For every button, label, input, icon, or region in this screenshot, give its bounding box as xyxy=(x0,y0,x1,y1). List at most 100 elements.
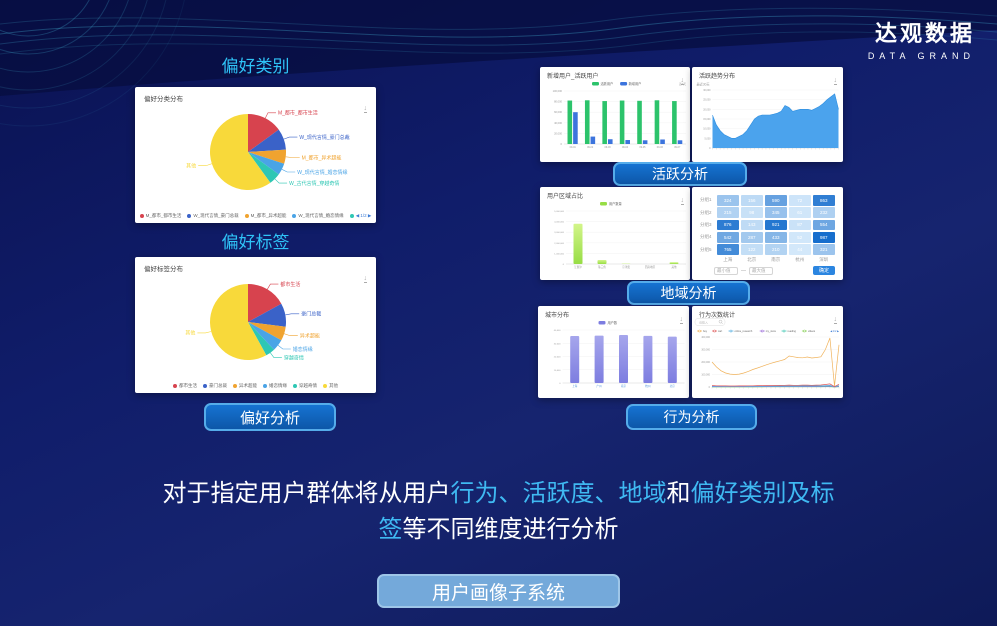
svg-text:15,000: 15,000 xyxy=(703,118,711,121)
panel-active-trend-area: 活跃趋势分布 ↓ 最近30天 30,000 25,000 20,000 15,000 10… xyxy=(692,67,843,162)
svg-text:40,000: 40,000 xyxy=(554,330,561,332)
download-icon[interactable]: ↓ xyxy=(363,275,367,283)
legend-item[interactable]: W_现代言情_豪门总裁 xyxy=(187,213,239,219)
chart-title: 新增用户_活跃用户 xyxy=(547,74,599,80)
heatmap-cell: 345 xyxy=(764,207,787,219)
download-icon[interactable]: ↓ xyxy=(680,77,684,85)
user-profile-subsystem-button[interactable]: 用户画像子系统 xyxy=(377,574,620,608)
download-icon[interactable]: ↓ xyxy=(680,197,684,205)
download-icon[interactable]: ↓ xyxy=(833,77,837,85)
heatmap-col-label: 深圳 xyxy=(819,257,829,263)
svg-text:09-06: 09-06 xyxy=(657,146,664,149)
svg-text:新增用户: 新增用户 xyxy=(629,81,642,86)
svg-text:W_现代言情_婚恋情缘: W_现代言情_婚恋情缘 xyxy=(297,169,347,176)
svg-text:婚恋情缘: 婚恋情缘 xyxy=(293,346,313,353)
legend-dot xyxy=(349,214,354,218)
legend-dot xyxy=(292,214,297,218)
confirm-button[interactable]: 确定 xyxy=(813,266,835,276)
legend-item[interactable]: 都市生活 xyxy=(173,383,197,389)
chart-title: 城市分布 xyxy=(545,313,570,319)
region-analysis-button[interactable]: 地域分析 xyxy=(627,281,750,305)
heatmap-cell: 321 xyxy=(812,244,835,255)
activity-analysis-button[interactable]: 活跃分析 xyxy=(613,162,747,186)
download-icon[interactable]: ↓ xyxy=(363,105,367,113)
panel-region-heatmap: 分组1 324 156 590 72 863 分组2 215 98 345 61 232 分组3 876 1… xyxy=(692,187,843,280)
svg-text:0: 0 xyxy=(709,386,711,389)
legend-dot xyxy=(139,214,144,218)
pie-legend: 都市生活 豪门总裁 异术超能 婚恋情缘 穿越奇情 其他 xyxy=(135,383,376,389)
svg-text:M_都市_都市生活: M_都市_都市生活 xyxy=(278,110,318,117)
svg-text:09-04: 09-04 xyxy=(622,146,629,149)
svg-text:400,000: 400,000 xyxy=(701,336,710,339)
legend-item[interactable]: 其他 xyxy=(323,383,338,389)
legend-label: 异术超能 xyxy=(239,383,257,388)
download-icon[interactable]: ↓ xyxy=(679,316,683,324)
pie-legend: M_都市_都市生活 W_现代言情_豪门总裁 M_都市_异术超能 W_现代言情_婚恋情缘… xyxy=(135,213,376,219)
heatmap-cell: 61 xyxy=(788,207,811,219)
heatmap-row-label: 分组5 xyxy=(700,246,712,252)
legend-item[interactable]: 婚恋情缘 xyxy=(263,383,287,389)
logo-subtitle: DATA GRAND xyxy=(867,51,975,61)
logo: 达观数据 DATA GRAND xyxy=(868,16,975,61)
svg-text:100,000: 100,000 xyxy=(553,89,563,93)
legend-dot xyxy=(187,214,192,218)
label-pref-category: 偏好类别 xyxy=(221,57,290,76)
legend-item[interactable]: M_都市_都市生活 xyxy=(139,213,181,219)
legend-label: 穿越奇情 xyxy=(299,383,317,388)
svg-text:40,000: 40,000 xyxy=(554,121,562,125)
svg-text:reading: reading xyxy=(788,330,797,333)
label-pref-tag: 偏好标签 xyxy=(221,233,290,252)
legend-page-text: ◀ 1/2 ▶ xyxy=(355,213,372,218)
active-trend-area-chart: 最近30天 30,000 25,000 20,000 15,000 10,000 5,000… xyxy=(697,82,839,150)
svg-text:请输入: 请输入 xyxy=(699,319,708,324)
svg-text:北京: 北京 xyxy=(670,384,676,388)
svg-text:2,000,000: 2,000,000 xyxy=(554,243,565,245)
preference-analysis-button[interactable]: 偏好分析 xyxy=(204,403,336,431)
svg-text:W_现代言情_豪门总裁: W_现代言情_豪门总裁 xyxy=(299,134,349,141)
active-users-bar-chart: 100,000 80,000 60,000 40,000 20,000 0 活跃用户 新增用户… xyxy=(553,81,687,149)
heatmap-cell: 433 xyxy=(764,231,787,243)
svg-text:最近30天: 最近30天 xyxy=(697,82,711,87)
description-segment: 等不同维度进行分析 xyxy=(402,516,619,543)
svg-text:0: 0 xyxy=(561,142,563,146)
svg-text:30,000: 30,000 xyxy=(554,343,561,345)
legend-item[interactable]: 异术超能 xyxy=(233,383,257,389)
download-icon[interactable]: ↓ xyxy=(833,316,837,324)
svg-text:0: 0 xyxy=(709,147,711,150)
description-segment: 活跃度、 xyxy=(522,480,619,507)
svg-text:60,000: 60,000 xyxy=(554,110,562,114)
svg-text:0: 0 xyxy=(559,383,561,385)
heatmap-cell: 87 xyxy=(788,219,811,231)
svg-text:5,000: 5,000 xyxy=(705,137,712,140)
chart-title: 用户区域占比 xyxy=(547,194,584,200)
legend-dot xyxy=(323,384,327,388)
legend-item[interactable]: W_现代言情_婚恋情缘 xyxy=(292,213,344,219)
svg-text:my_store: my_store xyxy=(766,330,777,333)
legend-item[interactable]: 穿越奇情 xyxy=(293,383,317,389)
legend-label: M_都市_异术超能 xyxy=(250,213,287,218)
svg-text:W_古代言情_穿越奇情: W_古代言情_穿越奇情 xyxy=(289,180,339,187)
chart-title: 偏好标签分布 xyxy=(144,266,183,273)
legend-item[interactable]: 豪门总裁 xyxy=(203,383,227,389)
svg-text:M_都市_异术超能: M_都市_异术超能 xyxy=(302,154,342,161)
svg-text:活跃用户: 活跃用户 xyxy=(601,81,614,86)
heatmap-cell: 52 xyxy=(788,231,811,243)
heatmap-col-label: 北京 xyxy=(747,257,757,263)
heatmap-col-label: 上海 xyxy=(723,257,733,263)
svg-text:其他: 其他 xyxy=(671,265,677,269)
heatmap-row-label: 分组2 xyxy=(700,209,712,215)
legend-pager[interactable]: ◀ 1/2 ▶ xyxy=(349,213,372,219)
min-value-input[interactable]: 最小值 xyxy=(714,266,738,275)
heatmap-row-label: 分组4 xyxy=(700,234,712,240)
svg-text:珠三角: 珠三角 xyxy=(598,265,606,269)
behavior-analysis-button[interactable]: 行为分析 xyxy=(626,404,757,430)
max-value-input[interactable]: 最大值 xyxy=(749,266,773,275)
svg-text:南京: 南京 xyxy=(621,384,627,388)
legend-item[interactable]: M_都市_异术超能 xyxy=(244,213,287,219)
heatmap-cell: 44 xyxy=(788,244,811,255)
svg-text:09-05: 09-05 xyxy=(639,146,646,149)
legend-label: W_现代言情_豪门总裁 xyxy=(193,213,239,218)
panel-active-users-bar: 新增用户_活跃用户 ↓ 100,000 80,000 60,000 40,000 20,… xyxy=(540,67,690,162)
svg-text:300,000: 300,000 xyxy=(701,349,710,352)
svg-text:用户数量: 用户数量 xyxy=(609,201,623,206)
